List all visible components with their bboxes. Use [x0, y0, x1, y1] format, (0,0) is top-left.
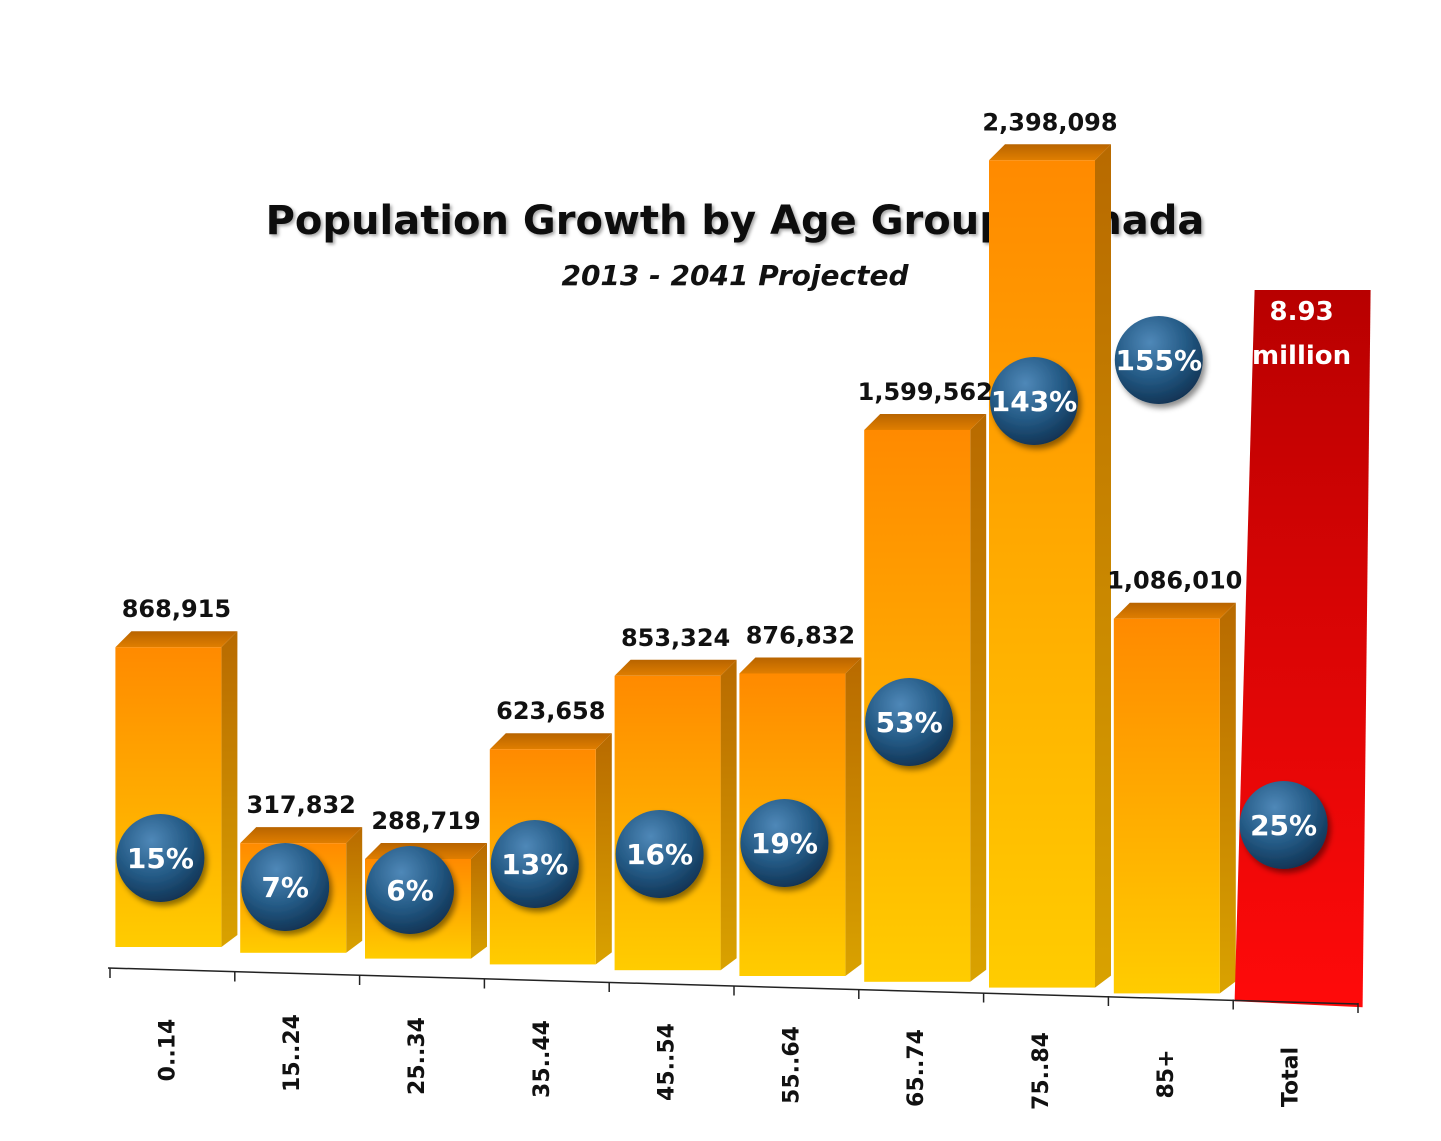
- growth-bubble-7: [990, 357, 1078, 445]
- category-label-4: 45..54: [655, 1023, 680, 1101]
- category-label-1: 15..24: [280, 1014, 305, 1092]
- value-labels-group: 868,915 317,832 288,719 623,658 853,324 876,8…: [122, 108, 1351, 835]
- bar-8: [1113, 618, 1220, 994]
- bar-top-5: [739, 657, 862, 674]
- growth-bubble-2: [366, 846, 454, 934]
- bar-side-4: [720, 659, 737, 971]
- growth-label-1: 7%: [261, 871, 309, 904]
- growth-bubble-5: [740, 799, 829, 887]
- category-label-7: 75..84: [1029, 1032, 1054, 1110]
- value-label-4: 853,324: [621, 624, 730, 652]
- total-label-line-1: million: [1252, 341, 1351, 371]
- total-label-line-0: 8.93: [1270, 297, 1334, 327]
- value-label-2: 288,719: [371, 807, 480, 835]
- bar-side-7: [1095, 144, 1111, 988]
- growth-label-9: 25%: [1250, 809, 1317, 842]
- value-label-5: 876,832: [746, 621, 855, 649]
- bar-side-3: [595, 733, 612, 965]
- category-label-5: 55..64: [779, 1026, 804, 1104]
- category-label-9: Total: [1279, 1047, 1304, 1107]
- category-label-8: 85+: [1154, 1049, 1179, 1098]
- value-label-1: 317,832: [247, 791, 356, 819]
- chart-subtitle: 2013 - 2041 Projected: [561, 259, 909, 292]
- growth-bubble-8: [1114, 316, 1203, 404]
- value-label-3: 623,658: [496, 697, 605, 725]
- growth-bubble-0: [116, 814, 205, 902]
- bar-top-7: [989, 144, 1111, 161]
- growth-bubble-6: [865, 678, 954, 766]
- value-label-8: 1,086,010: [1107, 567, 1242, 595]
- growth-label-8: 155%: [1116, 344, 1203, 377]
- growth-label-6: 53%: [876, 706, 943, 739]
- bar-top-8: [1113, 602, 1236, 619]
- growth-label-4: 16%: [626, 838, 693, 871]
- growth-bubble-9: [1239, 781, 1328, 869]
- growth-label-0: 15%: [127, 842, 194, 875]
- bar-top-6: [864, 413, 987, 430]
- growth-bubble-4: [615, 810, 704, 898]
- growth-bubble-3: [490, 820, 579, 908]
- category-label-6: 65..74: [904, 1029, 929, 1107]
- bar-total: [1234, 290, 1371, 1008]
- x-axis: 0..14 15..24 25..34 35..44 45..54 55..64 65..7…: [107, 967, 1359, 1110]
- bar-side-2: [471, 842, 487, 959]
- category-label-0: 0..14: [155, 1019, 180, 1082]
- growth-label-5: 19%: [751, 827, 818, 860]
- growth-label-3: 13%: [501, 848, 568, 881]
- bar-side-6: [970, 413, 987, 982]
- bar-top-0: [115, 631, 238, 648]
- category-label-2: 25..34: [405, 1017, 430, 1095]
- bar-side-0: [221, 631, 238, 947]
- growth-label-7: 143%: [991, 385, 1078, 418]
- bar-0: [115, 647, 222, 947]
- value-label-0: 868,915: [122, 595, 231, 623]
- value-label-6: 1,599,562: [858, 378, 993, 406]
- bar-side-8: [1219, 602, 1236, 994]
- growth-label-2: 6%: [386, 874, 434, 907]
- bar-7: [989, 160, 1095, 988]
- bar-side-5: [845, 657, 862, 976]
- bar-side-1: [346, 827, 363, 953]
- growth-bubble-1: [241, 843, 330, 931]
- bar-top-3: [489, 733, 612, 750]
- category-label-3: 35..44: [530, 1020, 555, 1098]
- bar-top-4: [614, 659, 737, 676]
- x-axis-line: [107, 967, 1359, 1005]
- value-label-7: 2,398,098: [982, 108, 1117, 136]
- growth-bubbles-group: 15% 7% 6% 13% 16% 19% 53% 143% 155% 25%: [116, 316, 1328, 934]
- bar-top-1: [240, 827, 363, 844]
